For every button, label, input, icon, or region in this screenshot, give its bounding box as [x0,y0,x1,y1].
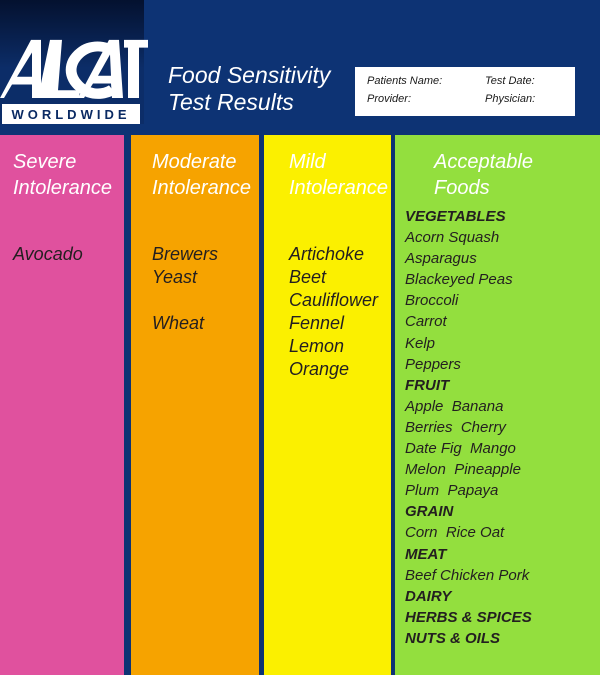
svg-text:WORLDWIDE: WORLDWIDE [11,107,130,122]
